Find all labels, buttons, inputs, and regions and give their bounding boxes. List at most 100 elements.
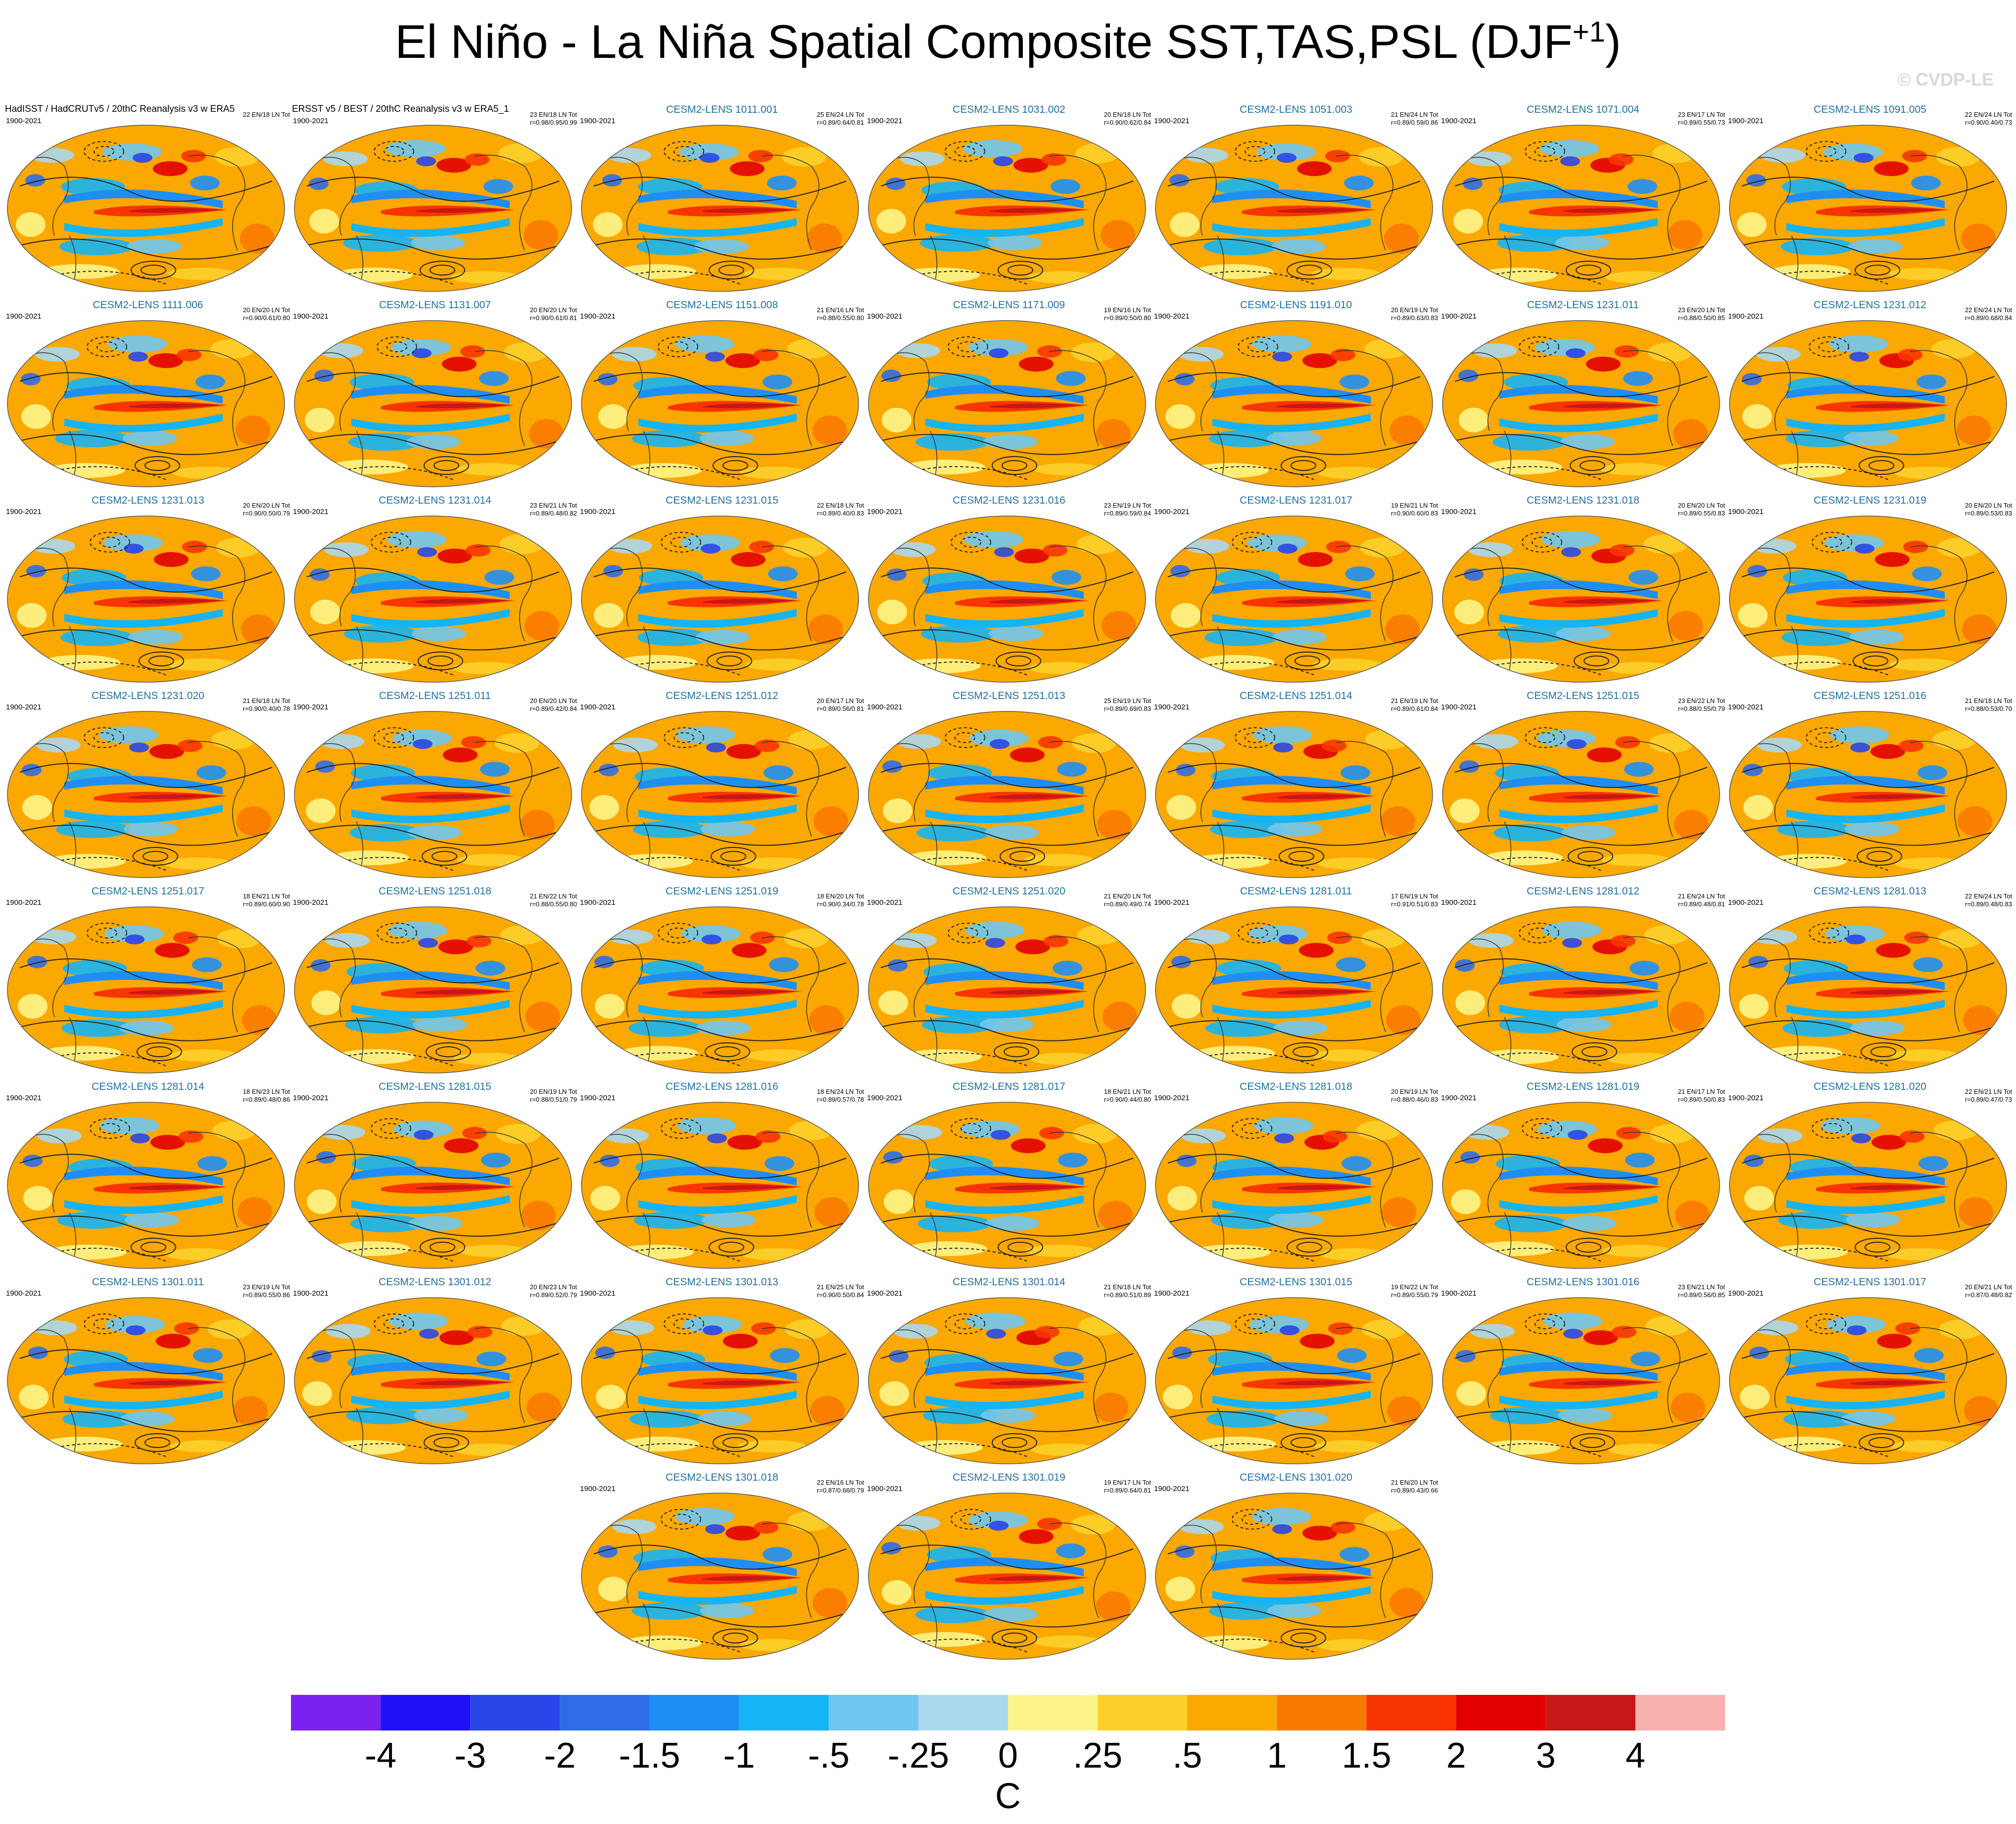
panel-title: CESM2-LENS 1301.020	[1240, 1472, 1352, 1483]
panel-stats: 19 EN/17 LN Tot r=0.89/0.64/0.81	[1104, 1479, 1151, 1494]
panel-title: CESM2-LENS 1301.018	[666, 1472, 778, 1483]
panel-title: CESM2-LENS 1111.006	[93, 299, 203, 311]
map-panel: CESM2-LENS 1231.011 1900-2021 23 EN/20 LN …	[1440, 299, 1726, 492]
map-panel: CESM2-LENS 1251.015 1900-2021 23 EN/22 LN …	[1440, 690, 1726, 883]
panel-stats: 23 EN/21 LN Tot r=0.89/0.48/0.82	[529, 502, 577, 517]
panel-title: CESM2-LENS 1251.015	[1527, 690, 1639, 702]
panel-stats: 19 EN/22 LN Tot r=0.89/0.55/0.79	[1391, 1283, 1438, 1299]
panel-years: 1900-2021	[580, 898, 616, 907]
panel-title: CESM2-LENS 1011.001	[666, 104, 778, 115]
panel-stats: 22 EN/21 LN Tot r=0.89/0.47/0.73	[1965, 1088, 2012, 1103]
panel-stats: 20 EN/20 LN Tot r=0.89/0.42/0.84	[529, 697, 577, 712]
composite-map	[868, 1297, 1146, 1464]
panel-title: CESM2-LENS 1251.018	[379, 886, 491, 897]
panel-years: 1900-2021	[6, 508, 42, 516]
panel-title: CESM2-LENS 1251.014	[1240, 690, 1352, 702]
panel-years: 1900-2021	[1154, 1485, 1190, 1493]
map-panel: CESM2-LENS 1281.017 1900-2021 18 EN/21 LN …	[866, 1081, 1152, 1274]
composite-map	[294, 906, 572, 1074]
panel-stats: 23 EN/17 LN Tot r=0.89/0.55/0.73	[1678, 111, 1725, 126]
composite-map	[1155, 1297, 1433, 1464]
composite-map	[868, 320, 1146, 487]
map-panel: CESM2-LENS 1231.015 1900-2021 22 EN/18 LN …	[579, 495, 865, 688]
composite-map	[868, 1493, 1146, 1660]
map-panel: CESM2-LENS 1281.014 1900-2021 18 EN/23 LN …	[5, 1081, 291, 1274]
panel-years: 1900-2021	[1441, 898, 1477, 907]
panel-stats: 20 EN/20 LN Tot r=0.90/0.61/0.80	[242, 306, 290, 322]
panel-years: 1900-2021	[6, 703, 42, 711]
map-panel: CESM2-LENS 1281.016 1900-2021 18 EN/24 LN …	[579, 1081, 865, 1274]
panel-title: CESM2-LENS 1191.010	[1240, 299, 1352, 311]
panel-title: CESM2-LENS 1251.020	[953, 886, 1065, 897]
panel-years: 1900-2021	[1728, 1094, 1764, 1102]
panel-stats: 23 EN/21 LN Tot r=0.89/0.56/0.85	[1678, 1283, 1725, 1299]
panel-title: CESM2-LENS 1281.012	[1527, 886, 1639, 897]
map-panel: HadISST / HadCRUTv5 / 20thC Reanalysis v…	[5, 104, 291, 297]
panel-stats: 20 EN/17 LN Tot r=0.89/0.56/0.81	[816, 697, 864, 712]
composite-map	[868, 125, 1146, 292]
composite-map	[1442, 515, 1720, 683]
panel-stats: 20 EN/19 LN Tot r=0.88/0.51/0.79	[529, 1088, 577, 1103]
panel-stats: 18 EN/21 LN Tot r=0.90/0.44/0.80	[1104, 1088, 1151, 1103]
panel-stats: 21 EN/18 LN Tot r=0.89/0.51/0.89	[1104, 1283, 1151, 1299]
panel-years: 1900-2021	[1728, 703, 1764, 711]
composite-map	[581, 320, 859, 487]
panel-years: 1900-2021	[867, 1094, 903, 1102]
panel-title: CESM2-LENS 1231.016	[953, 495, 1065, 506]
panel-years: 1900-2021	[867, 1485, 903, 1493]
composite-map	[1729, 1102, 2007, 1269]
composite-map	[7, 906, 285, 1074]
composite-map	[1155, 1102, 1433, 1269]
panel-years: 1900-2021	[1154, 508, 1190, 516]
panel-stats: 20 EN/19 LN Tot r=0.89/0.63/0.83	[1391, 306, 1438, 322]
panel-stats: 20 EN/21 LN Tot r=0.87/0.48/0.82	[1965, 1283, 2012, 1299]
composite-map	[294, 1102, 572, 1269]
panel-years: 1900-2021	[580, 703, 616, 711]
panel-stats: 21 EN/24 LN Tot r=0.89/0.48/0.81	[1678, 892, 1725, 908]
composite-map	[1155, 125, 1433, 292]
map-panel: CESM2-LENS 1051.003 1900-2021 21 EN/24 LN …	[1153, 104, 1439, 297]
panel-stats: 18 EN/24 LN Tot r=0.89/0.57/0.78	[816, 1088, 864, 1103]
composite-map	[1155, 1493, 1433, 1660]
panel-years: 1900-2021	[580, 312, 616, 321]
panel-years: 1900-2021	[1728, 898, 1764, 907]
panel-stats: 21 EN/20 LN Tot r=0.89/0.43/0.66	[1391, 1479, 1438, 1494]
panel-title: CESM2-LENS 1281.020	[1814, 1081, 1926, 1092]
map-panel: CESM2-LENS 1231.019 1900-2021 20 EN/20 LN …	[1727, 495, 2013, 688]
panel-title: CESM2-LENS 1281.011	[1240, 886, 1352, 897]
composite-map	[7, 1297, 285, 1464]
colorbar-tick-label: -4	[365, 1736, 397, 1776]
colorbar-tick-label: 0	[998, 1736, 1018, 1776]
panel-title: CESM2-LENS 1231.012	[1814, 299, 1926, 311]
panel-title: CESM2-LENS 1251.016	[1814, 690, 1926, 702]
composite-map	[1155, 320, 1433, 487]
panel-title: CESM2-LENS 1281.016	[666, 1081, 778, 1092]
panel-stats: 21 EN/24 LN Tot r=0.89/0.59/0.86	[1391, 111, 1438, 126]
panel-title: CESM2-LENS 1281.018	[1240, 1081, 1352, 1092]
colorbar-tick-label: -3	[454, 1736, 486, 1776]
panel-title: CESM2-LENS 1231.020	[92, 690, 204, 702]
panel-years: 1900-2021	[867, 898, 903, 907]
panel-stats: 23 EN/18 LN Tot r=0.98/0.95/0.99	[529, 111, 577, 126]
panel-stats: 22 EN/18 LN Tot r=0.89/0.40/0.83	[816, 502, 864, 517]
composite-map	[581, 711, 859, 878]
panel-years: 1900-2021	[580, 1485, 616, 1493]
panel-years: 1900-2021	[580, 1094, 616, 1102]
colorbar-tick-label: -1.5	[619, 1736, 680, 1776]
panel-title: CESM2-LENS 1151.008	[666, 299, 778, 311]
panel-years: 1900-2021	[1441, 508, 1477, 516]
panel-stats: 20 EN/20 LN Tot r=0.89/0.53/0.83	[1965, 502, 2012, 517]
panel-stats: 21 EN/18 LN Tot r=0.90/0.40/0.78	[242, 697, 290, 712]
panel-title: CESM2-LENS 1301.012	[379, 1276, 491, 1288]
map-panel: CESM2-LENS 1301.018 1900-2021 22 EN/16 LN …	[579, 1472, 865, 1665]
panel-stats: 20 EN/20 LN Tot r=0.90/0.61/0.81	[529, 306, 577, 322]
panel-title: CESM2-LENS 1301.019	[953, 1472, 1065, 1483]
panel-stats: 20 EN/18 LN Tot r=0.90/0.62/0.84	[1104, 111, 1151, 126]
map-panel: CESM2-LENS 1251.020 1900-2021 21 EN/20 LN …	[866, 886, 1152, 1078]
map-panel: CESM2-LENS 1151.008 1900-2021 21 EN/16 LN …	[579, 299, 865, 492]
panel-years: 1900-2021	[1154, 1094, 1190, 1102]
map-panel: CESM2-LENS 1251.019 1900-2021 18 EN/20 LN …	[579, 886, 865, 1078]
panel-stats: 18 EN/20 LN Tot r=0.90/0.34/0.78	[816, 892, 864, 908]
composite-map	[1155, 515, 1433, 683]
colorbar-tick-label: -1	[723, 1736, 755, 1776]
